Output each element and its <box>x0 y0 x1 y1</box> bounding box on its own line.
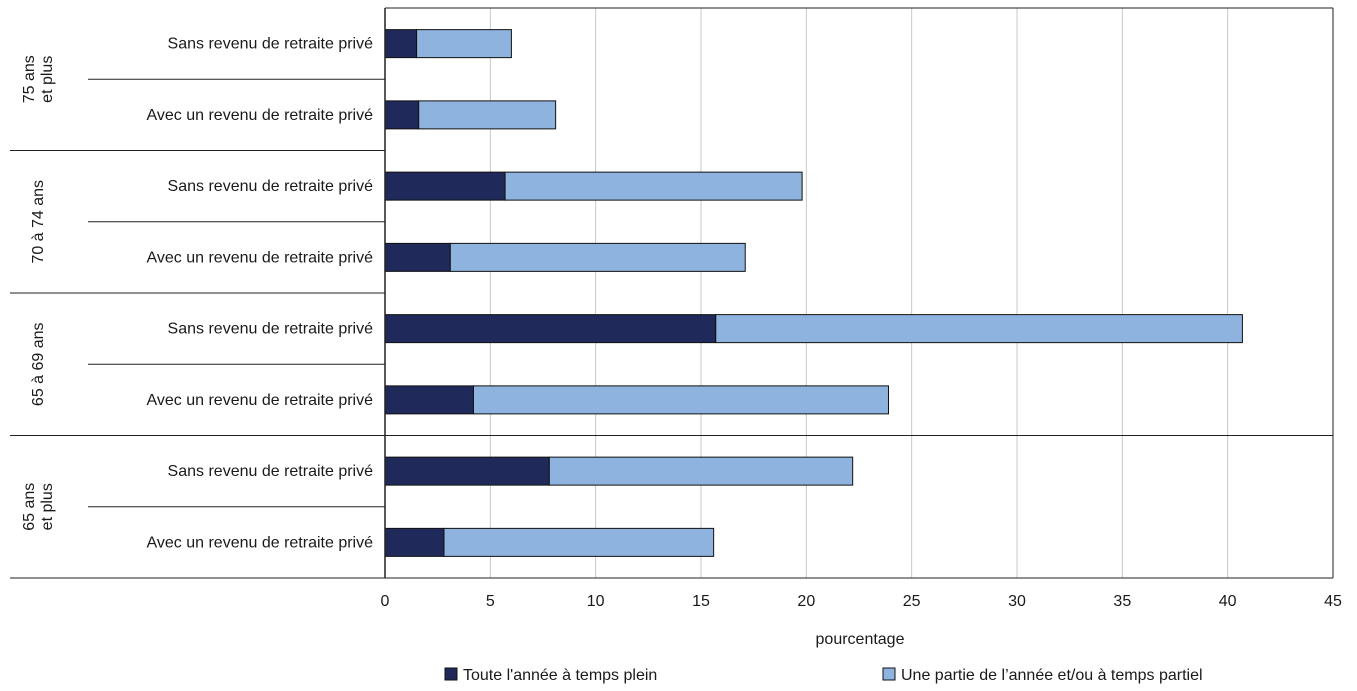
bar-full-year <box>384 29 418 59</box>
x-tick-label: 40 <box>1219 593 1237 610</box>
bar-part-year <box>416 29 512 59</box>
bars <box>384 29 1243 557</box>
x-tick-label: 25 <box>903 593 921 610</box>
x-tick-label: 10 <box>587 593 605 610</box>
bar-part-year <box>443 527 715 557</box>
legend: Toute l'année à temps plein Une partie de… <box>444 667 1203 684</box>
group-label-line: 65 à 69 ans <box>30 322 47 406</box>
category-label: Sans revenu de retraite privé <box>168 321 374 338</box>
bar-part-year <box>472 385 889 415</box>
x-tick-label: 5 <box>486 593 495 610</box>
group-label: 75 anset plus <box>21 55 56 103</box>
group-label-line: et plus <box>39 483 56 530</box>
category-label: Avec un revenu de retraite privé <box>147 534 374 551</box>
bar-part-year <box>548 456 854 486</box>
group-label-line: 70 à 74 ans <box>30 180 47 264</box>
legend-swatch <box>882 667 896 681</box>
bar-full-year <box>384 527 445 557</box>
bar-full-year <box>384 385 474 415</box>
x-tick-label: 20 <box>797 593 815 610</box>
legend-label: Une partie de l’année et/ou à temps part… <box>901 667 1203 684</box>
x-tick-label: 0 <box>381 593 390 610</box>
group-label-line: 65 ans <box>21 483 38 531</box>
bar-part-year <box>504 171 803 201</box>
category-label: Sans revenu de retraite privé <box>168 36 374 53</box>
gridlines <box>489 8 1334 578</box>
group-label-line: 75 ans <box>21 55 38 103</box>
bar-full-year <box>384 242 451 272</box>
bar-full-year <box>384 456 550 486</box>
legend-swatch <box>444 667 458 681</box>
group-label: 65 à 69 ans <box>30 322 47 406</box>
group-label: 70 à 74 ans <box>30 180 47 264</box>
group-label: 65 anset plus <box>21 483 56 531</box>
x-tick-label: 45 <box>1324 593 1342 610</box>
x-tick-label: 30 <box>1008 593 1026 610</box>
x-tick-label: 35 <box>1113 593 1131 610</box>
category-label: Sans revenu de retraite privé <box>168 178 374 195</box>
bar-part-year <box>449 242 746 272</box>
bar-part-year <box>418 100 557 130</box>
bar-full-year <box>384 314 717 344</box>
legend-label: Toute l'année à temps plein <box>463 667 657 684</box>
category-label: Avec un revenu de retraite privé <box>147 249 374 266</box>
bar-full-year <box>384 171 506 201</box>
group-label-line: et plus <box>39 56 56 103</box>
x-tick-label: 15 <box>692 593 710 610</box>
category-label: Sans revenu de retraite privé <box>168 463 374 480</box>
plot-frame <box>10 7 1334 579</box>
x-axis-label: pourcentage <box>816 631 905 648</box>
x-tick-labels: 0 5 10 15 20 25 30 35 40 45 <box>381 593 1342 610</box>
bar-part-year <box>715 314 1243 344</box>
category-labels: Sans revenu de retraite privé Avec un rev… <box>147 36 374 552</box>
bar-full-year <box>384 100 420 130</box>
category-label: Avec un revenu de retraite privé <box>147 392 374 409</box>
category-label: Avec un revenu de retraite privé <box>147 107 374 124</box>
